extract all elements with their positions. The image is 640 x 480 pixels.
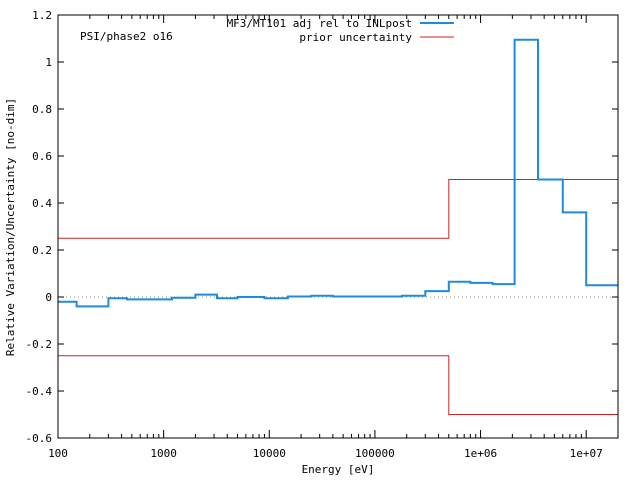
y-tick-label: 0 [45,291,52,304]
legend-label-prior-uncertainty: prior uncertainty [299,31,412,44]
series-layer [58,38,618,415]
x-tick-label: 100 [48,447,68,460]
y-tick-label: 0.2 [32,244,52,257]
y-tick-label: -0.2 [26,338,53,351]
y-tick-label: 1 [45,56,52,69]
y-tick-label: 0.6 [32,150,52,163]
x-tick-label: 10000 [253,447,286,460]
legend: MF3/MT101 adj rel to INLpost prior uncer… [227,17,454,44]
x-tick-label: 1000 [150,447,177,460]
adjustment-series-line [58,38,618,308]
x-tick-label: 1e+07 [570,447,603,460]
x-axis-label: Energy [eV] [302,463,375,476]
x-tick-label: 1e+06 [464,447,497,460]
y-tick-label: 1.2 [32,9,52,22]
x-tick-label: 100000 [355,447,395,460]
y-tick-label: -0.6 [26,432,53,445]
y-tick-label: -0.4 [26,385,53,398]
legend-label-adjustment: MF3/MT101 adj rel to INLpost [227,17,412,30]
y-tick-label: 0.4 [32,197,52,210]
prior-uncertainty-upper-line [58,179,618,239]
plot-area-frame [57,14,619,439]
axis-ticks: -0.6 -0.4 -0.2 0 0.2 0.4 0.6 0.8 1 1.2 100 1000 1000… [26,9,618,460]
prior-uncertainty-lower-line [58,355,618,415]
y-axis-label: Relative Variation/Uncertainty [no-dim] [4,98,17,356]
y-tick-label: 0.8 [32,103,52,116]
plot-annotation: PSI/phase2 o16 [80,30,173,43]
